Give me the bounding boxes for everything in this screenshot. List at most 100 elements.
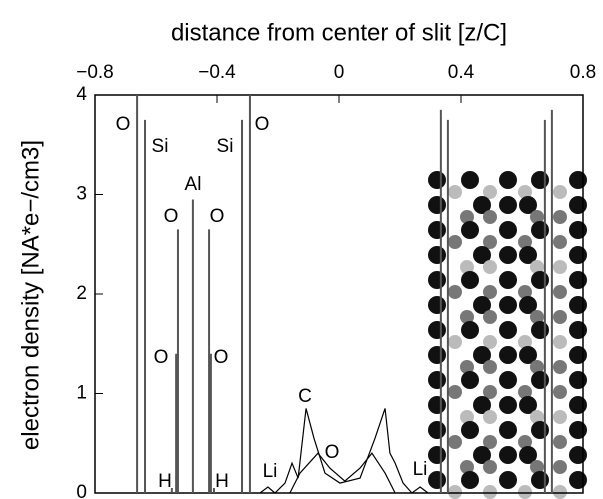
atom-gray (553, 185, 567, 199)
atom-gray (553, 285, 567, 299)
atom-dark (499, 371, 517, 389)
atom-gray (483, 485, 497, 499)
x-tick-label: 0.4 (448, 62, 475, 83)
y-tick-label: 0 (76, 482, 87, 499)
atom-gray (448, 185, 462, 199)
atom-dark (428, 171, 446, 189)
atom-dark (461, 321, 479, 339)
atom-dark (569, 346, 587, 364)
atom-dark (461, 471, 479, 489)
atom-dark (473, 246, 491, 264)
atom-gray (460, 310, 474, 324)
atom-dark (519, 346, 537, 364)
atom-dark (499, 196, 517, 214)
atom-dark (473, 446, 491, 464)
peak-label: O (164, 206, 179, 227)
atom-gray (553, 460, 567, 474)
atom-dark (428, 196, 446, 214)
atom-gray (518, 285, 532, 299)
atom-gray (553, 385, 567, 399)
atom-gray (460, 210, 474, 224)
atom-dark (569, 171, 587, 189)
atom-dark (428, 321, 446, 339)
atom-gray (518, 485, 532, 499)
atom-gray (530, 310, 544, 324)
atom-gray (553, 260, 567, 274)
atom-gray (483, 210, 497, 224)
atom-dark (428, 271, 446, 289)
atom-gray (483, 235, 497, 249)
atom-gray (530, 460, 544, 474)
atom-dark (531, 171, 549, 189)
y-tick-label: 3 (76, 184, 87, 205)
atom-dark (473, 396, 491, 414)
atom-gray (553, 410, 567, 424)
atom-dark (499, 346, 517, 364)
atom-gray (518, 185, 532, 199)
atom-gray (530, 410, 544, 424)
peak-label: C (298, 386, 312, 407)
atom-dark (569, 196, 587, 214)
atom-dark (461, 271, 479, 289)
atom-gray (448, 235, 462, 249)
atom-gray (460, 360, 474, 374)
atom-dark (499, 321, 517, 339)
atom-dark (569, 421, 587, 439)
x-tick-label: 0.8 (570, 62, 596, 83)
x-tick-label: −0.4 (198, 62, 236, 83)
atom-gray (553, 435, 567, 449)
atom-gray (518, 385, 532, 399)
density-curve (289, 452, 396, 494)
atom-dark (531, 221, 549, 239)
atom-dark (569, 221, 587, 239)
atom-gray (483, 360, 497, 374)
atom-dark (428, 396, 446, 414)
atom-dark (569, 296, 587, 314)
atom-dark (531, 471, 549, 489)
atom-dark (461, 421, 479, 439)
atom-dark (473, 346, 491, 364)
peak-label: O (210, 206, 225, 227)
atom-dark (531, 371, 549, 389)
atom-dark (569, 371, 587, 389)
atom-dark (473, 196, 491, 214)
atom-gray (483, 435, 497, 449)
atom-dark (569, 321, 587, 339)
peak-label: Si (217, 136, 234, 157)
atom-gray (553, 210, 567, 224)
atom-gray (483, 335, 497, 349)
peak-label: Si (152, 136, 169, 157)
atom-dark (499, 471, 517, 489)
atom-dark (569, 471, 587, 489)
atom-dark (499, 271, 517, 289)
atom-gray (448, 285, 462, 299)
atom-dark (519, 446, 537, 464)
atom-dark (531, 321, 549, 339)
atom-gray (530, 210, 544, 224)
atom-dark (499, 446, 517, 464)
atom-gray (460, 260, 474, 274)
atom-dark (519, 396, 537, 414)
atom-gray (518, 435, 532, 449)
peak-label: Al (185, 174, 202, 195)
atom-dark (428, 246, 446, 264)
atom-dark (531, 271, 549, 289)
atom-dark (428, 471, 446, 489)
structure-image (428, 171, 587, 499)
x-tick-label: 0 (334, 62, 345, 83)
atom-dark (531, 421, 549, 439)
atom-dark (519, 196, 537, 214)
atom-gray (518, 335, 532, 349)
atom-gray (553, 235, 567, 249)
atom-gray (460, 410, 474, 424)
y-tick-label: 2 (76, 283, 87, 304)
atom-gray (483, 185, 497, 199)
atom-gray (553, 360, 567, 374)
atom-dark (569, 246, 587, 264)
atom-dark (499, 221, 517, 239)
chart-title: distance from center of slit [z/C] (171, 19, 507, 46)
atom-dark (428, 446, 446, 464)
atom-dark (499, 421, 517, 439)
atom-dark (461, 171, 479, 189)
